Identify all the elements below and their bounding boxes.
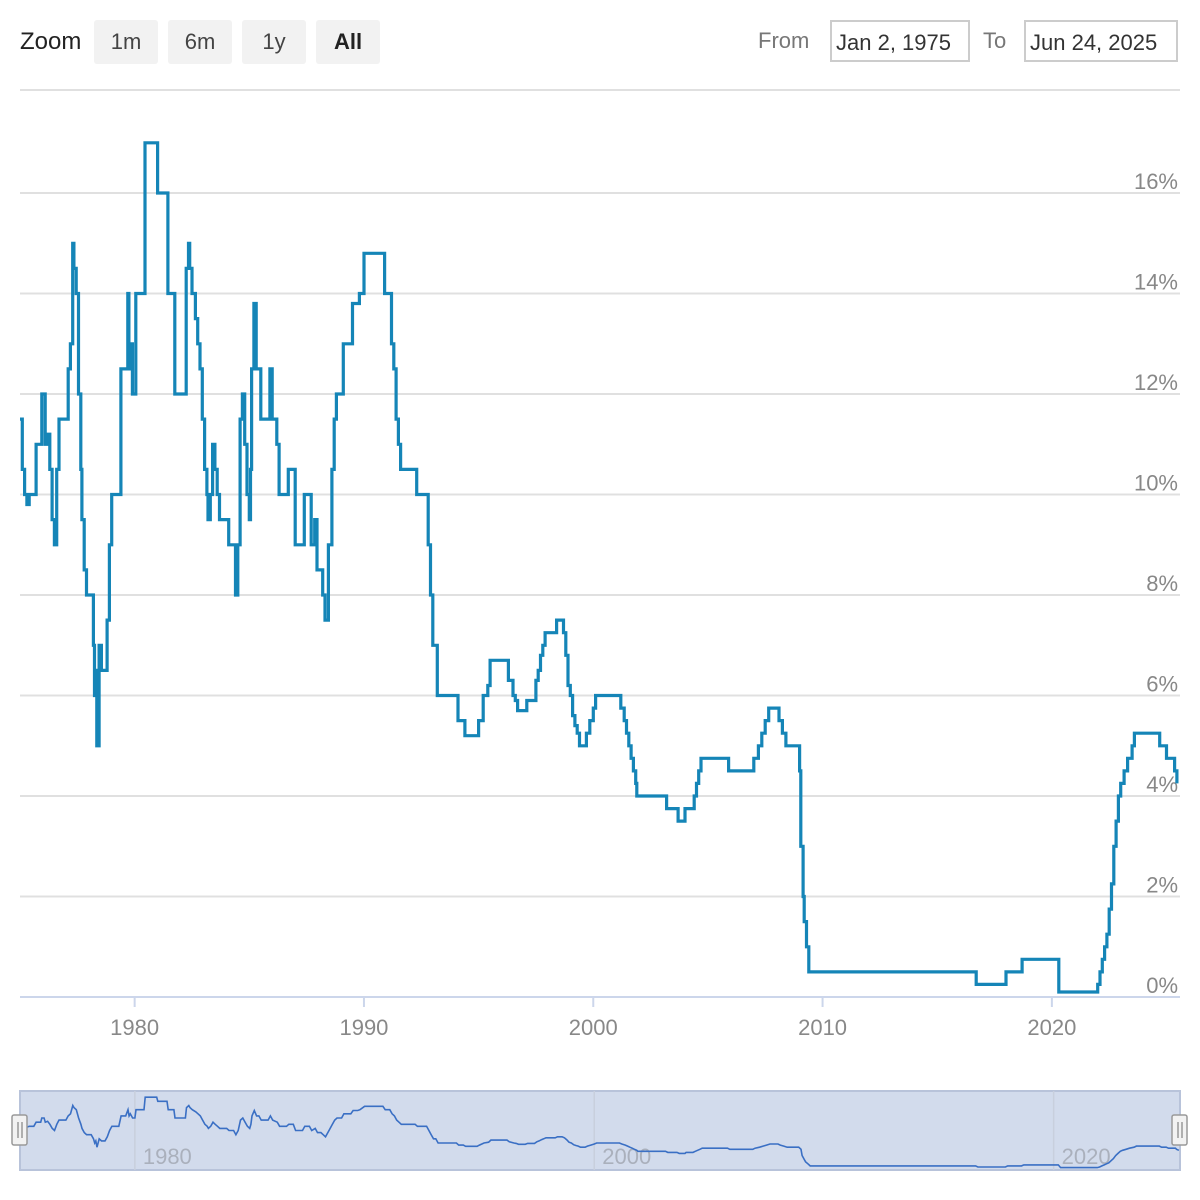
- from-label: From: [758, 28, 810, 53]
- y-tick-label: 8%: [1146, 571, 1178, 596]
- range-selector-toolbar: Zoom 1m 6m 1y All From Jan 2, 1975 To Ju…: [0, 0, 1200, 86]
- from-date-input[interactable]: Jan 2, 1975: [830, 20, 970, 62]
- zoom-1y-button[interactable]: 1y: [242, 20, 306, 64]
- to-date-input[interactable]: Jun 24, 2025: [1024, 20, 1178, 62]
- to-label: To: [983, 28, 1007, 53]
- y-tick-label: 16%: [1134, 169, 1178, 194]
- zoom-label: Zoom: [20, 28, 82, 55]
- y-tick-label: 10%: [1134, 471, 1178, 496]
- navigator-selected-range[interactable]: [19, 1090, 1181, 1171]
- navigator-x-tick-label: 1980: [143, 1144, 192, 1169]
- y-tick-label: 0%: [1146, 973, 1178, 998]
- y-tick-label: 12%: [1134, 370, 1178, 395]
- y-tick-label: 4%: [1146, 772, 1178, 797]
- navigator-series-line: [19, 1096, 1180, 1169]
- x-tick-label: 2000: [569, 1015, 618, 1040]
- x-tick-label: 1980: [110, 1015, 159, 1040]
- zoom-all-button[interactable]: All: [316, 20, 380, 64]
- zoom-6m-button[interactable]: 6m: [168, 20, 232, 64]
- x-tick-label: 1990: [339, 1015, 388, 1040]
- y-tick-label: 2%: [1146, 873, 1178, 898]
- zoom-1m-button[interactable]: 1m: [94, 20, 158, 64]
- rate-series-line: [20, 141, 1179, 994]
- y-tick-label: 14%: [1134, 270, 1178, 295]
- navigator-x-tick-label: 2000: [602, 1144, 651, 1169]
- navigator-left-handle[interactable]: [11, 1114, 28, 1146]
- x-tick-label: 2020: [1027, 1015, 1076, 1040]
- y-tick-label: 6%: [1146, 672, 1178, 697]
- navigator-right-handle[interactable]: [1171, 1114, 1188, 1146]
- x-tick-label: 2010: [798, 1015, 847, 1040]
